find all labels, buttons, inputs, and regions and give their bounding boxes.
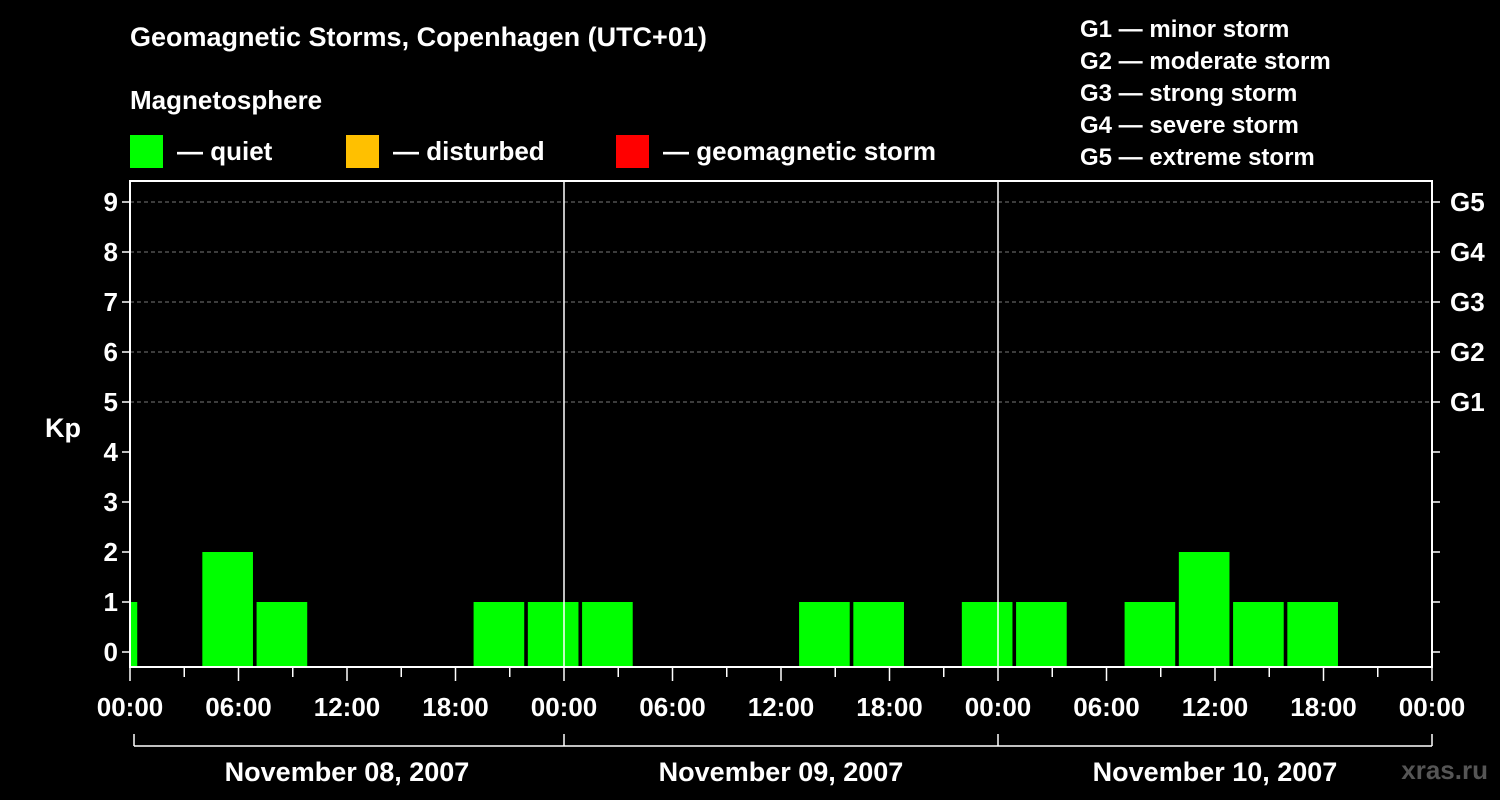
kp-bar-13: [1287, 602, 1338, 667]
legend-label-storm: — geomagnetic storm: [663, 135, 937, 166]
g-scale-g1: G1 — minor storm: [1080, 16, 1290, 43]
legend-item-quiet: — quiet: [130, 134, 272, 168]
x-tick-label-11: 18:00: [1290, 692, 1357, 722]
y-tick-label-5: 5: [104, 387, 118, 417]
y-tick-label-9: 9: [104, 187, 118, 217]
right-axis-label-g3: G3: [1450, 287, 1485, 317]
right-axis-label-g1: G1: [1450, 387, 1485, 417]
magnetosphere-heading: Magnetosphere: [130, 85, 323, 115]
legend-swatch-disturbed: [346, 134, 379, 168]
right-axis-label-g2: G2: [1450, 337, 1485, 367]
day-label-2: November 10, 2007: [1093, 757, 1338, 787]
kp-bar-6: [799, 602, 850, 667]
x-tick-label-5: 06:00: [639, 692, 706, 722]
legend-swatch-quiet: [130, 134, 163, 168]
y-tick-label-0: 0: [104, 637, 118, 667]
y-tick-label-4: 4: [104, 437, 119, 467]
kp-bar-12: [1233, 602, 1284, 667]
y-tick-label-8: 8: [104, 237, 118, 267]
axes-layer: [122, 180, 1440, 747]
y-tick-label-2: 2: [104, 537, 118, 567]
right-axis-label-g4: G4: [1450, 237, 1485, 267]
x-tick-label-4: 00:00: [531, 692, 598, 722]
x-tick-label-12: 00:00: [1399, 692, 1466, 722]
kp-bar-2: [256, 602, 308, 667]
plot-frame: [129, 180, 1433, 668]
x-tick-label-10: 12:00: [1182, 692, 1249, 722]
g-scale-g2: G2 — moderate storm: [1080, 48, 1331, 75]
watermark: xras.ru: [1401, 755, 1488, 785]
kp-bar-5: [582, 602, 633, 667]
day-label-0: November 08, 2007: [225, 757, 470, 787]
chart-title: Geomagnetic Storms, Copenhagen (UTC+01): [130, 22, 707, 52]
x-tick-label-6: 12:00: [748, 692, 815, 722]
bars-layer: [130, 552, 1338, 667]
legend-swatch-storm: [616, 134, 649, 168]
kp-bar-10: [1124, 602, 1176, 667]
kp-bar-0: [130, 602, 138, 667]
y-tick-label-1: 1: [104, 587, 118, 617]
x-tick-label-8: 00:00: [965, 692, 1032, 722]
g-scale-g3: G3 — strong storm: [1080, 80, 1298, 107]
g-scale-g4: G4 — severe storm: [1080, 112, 1299, 139]
legend-item-disturbed: — disturbed: [346, 134, 545, 168]
legend-item-storm: — geomagnetic storm: [616, 134, 936, 168]
kp-bar-8: [961, 602, 1013, 667]
kp-bar-1: [202, 552, 253, 667]
grid-layer: [130, 201, 1432, 403]
legend-label-disturbed: — disturbed: [393, 135, 545, 166]
kp-bar-11: [1178, 552, 1230, 667]
y-tick-label-3: 3: [104, 487, 118, 517]
x-tick-label-0: 00:00: [97, 692, 164, 722]
right-axis-label-g5: G5: [1450, 187, 1485, 217]
x-tick-label-7: 18:00: [856, 692, 923, 722]
kp-bar-9: [1016, 602, 1067, 667]
x-tick-label-9: 06:00: [1073, 692, 1140, 722]
kp-bar-4: [527, 602, 579, 667]
labels-layer: 0 1 2 3 4 5 6 7 8 9 G1 G2 G3 G4 G5 Kp 00:00 06:00 12:00 18:…: [45, 187, 1485, 787]
x-tick-label-3: 18:00: [422, 692, 489, 722]
g-scale-g5: G5 — extreme storm: [1080, 144, 1315, 171]
y-tick-label-7: 7: [104, 287, 118, 317]
kp-bar-3: [473, 602, 525, 667]
day-label-1: November 09, 2007: [659, 757, 904, 787]
y-axis-label: Kp: [45, 413, 81, 443]
g-scale-legend: G1 — minor storm G2 — moderate storm G3 …: [1080, 14, 1331, 174]
legend-label-quiet: — quiet: [177, 135, 273, 166]
x-tick-label-1: 06:00: [205, 692, 272, 722]
kp-bar-7: [853, 602, 904, 667]
x-tick-label-2: 12:00: [314, 692, 381, 722]
y-tick-label-6: 6: [104, 337, 118, 367]
